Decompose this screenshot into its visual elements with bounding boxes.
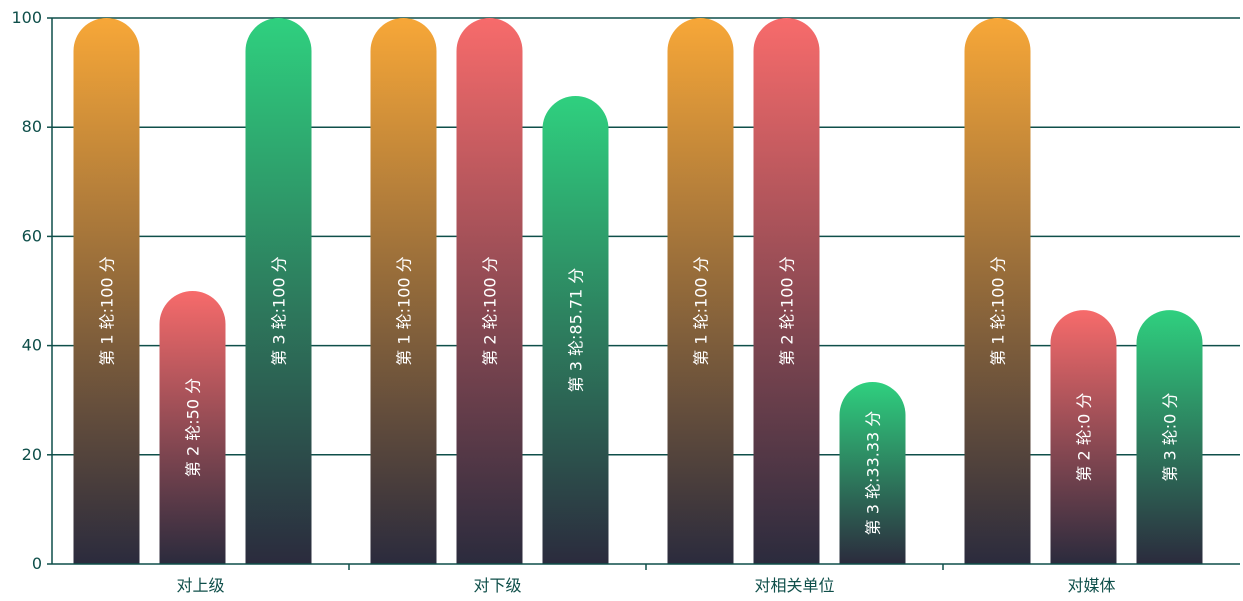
bar-data-label: 第 2 轮:100 分	[778, 256, 797, 365]
bar-series-3-1[interactable]	[542, 96, 609, 564]
axis-layer	[47, 17, 1240, 570]
bar-series-1-1[interactable]	[370, 18, 437, 565]
bar-layer	[73, 18, 1203, 565]
x-category-label: 对相关单位	[754, 576, 834, 595]
x-category-label: 对媒体	[1067, 576, 1115, 595]
bar-data-label: 第 2 轮:100 分	[481, 256, 500, 365]
y-tick-label: 0	[32, 554, 42, 573]
bar-series-3-2[interactable]	[839, 382, 906, 564]
bar-series-1-2[interactable]	[667, 18, 734, 565]
bar-data-label: 第 1 轮:100 分	[395, 256, 414, 365]
bar-series-2-2[interactable]	[753, 18, 820, 565]
bar-series-1-0[interactable]	[73, 18, 140, 565]
y-tick-label: 60	[22, 226, 42, 245]
x-category-label: 对上级	[176, 576, 224, 595]
bar-data-label: 第 1 轮:100 分	[98, 256, 117, 365]
bar-data-label: 第 1 轮:100 分	[989, 256, 1008, 365]
bar-series-2-0[interactable]	[159, 291, 226, 564]
bar-data-label: 第 1 轮:100 分	[692, 256, 711, 365]
y-tick-label: 40	[22, 336, 42, 355]
bar-data-label: 第 3 轮:85.71 分	[567, 268, 586, 393]
label-layer: 0 20 40 60 80 100 第 1 轮:100 分第 2 轮:50 分 第 3 轮:1…	[11, 8, 1179, 595]
bar-data-label: 第 3 轮:100 分	[270, 256, 289, 365]
bar-series-1-3[interactable]	[964, 18, 1031, 565]
bar-series-2-3[interactable]	[1050, 310, 1117, 564]
bar-data-label: 第 2 轮:50 分	[184, 378, 203, 477]
y-tick-label: 20	[22, 445, 42, 464]
bar-series-2-1[interactable]	[456, 18, 523, 565]
bar-data-label: 第 3 轮:33.33 分	[864, 411, 883, 536]
y-tick-label: 100	[11, 8, 42, 27]
bar-series-3-0[interactable]	[245, 18, 312, 565]
bar-data-label: 第 2 轮:0 分	[1075, 393, 1094, 482]
bar-data-label: 第 3 轮:0 分	[1161, 393, 1180, 482]
bar-series-3-3[interactable]	[1136, 310, 1203, 564]
x-category-label: 对下级	[473, 576, 521, 595]
y-tick-label: 80	[22, 117, 42, 136]
